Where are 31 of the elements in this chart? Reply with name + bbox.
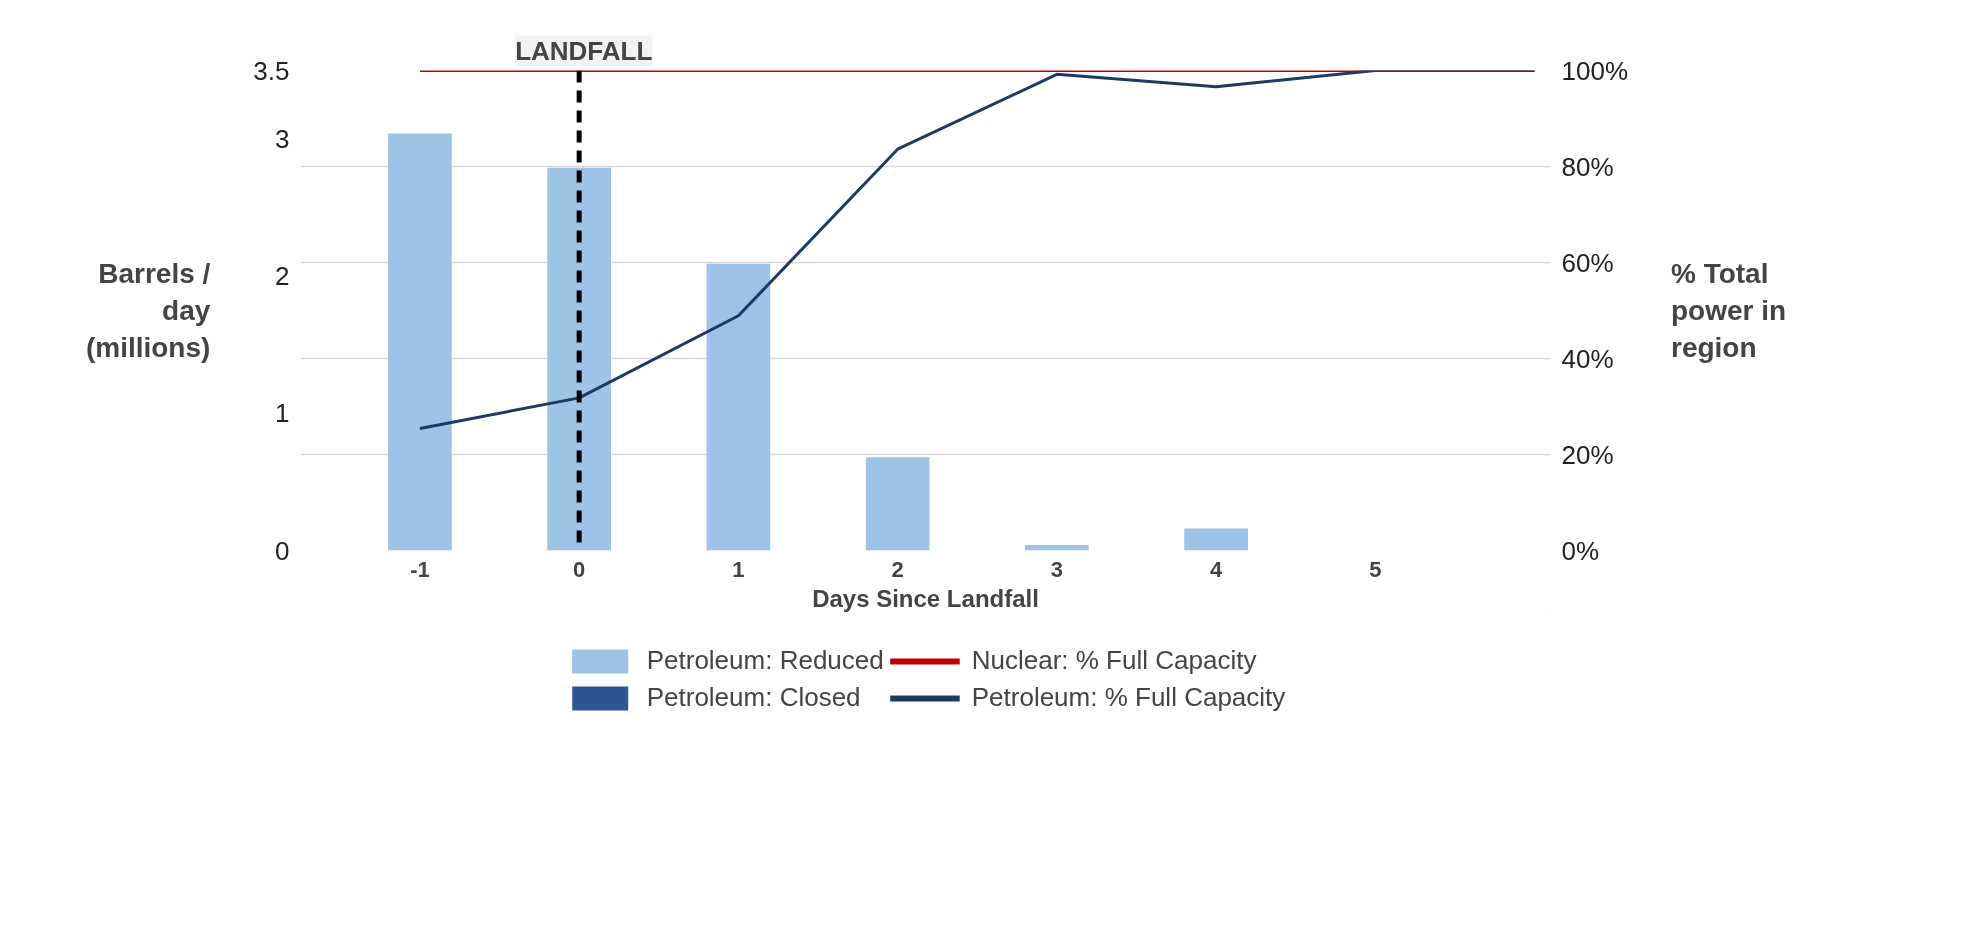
x-tick-label: -1 (410, 556, 430, 582)
y-tick-label: 2 (275, 261, 290, 292)
bar (388, 133, 452, 551)
y2-tick-label: 80% (1561, 151, 1614, 182)
y2-tick-label: 60% (1561, 247, 1614, 278)
y2-tick-label: 20% (1561, 439, 1614, 470)
y-tick-label: 1 (275, 398, 290, 429)
y2-tick-label: 100% (1561, 55, 1628, 86)
bar (865, 457, 930, 551)
y-tick-label: 3 (275, 124, 290, 155)
x-tick-label: 1 (732, 556, 745, 582)
x-tick-label: 2 (891, 556, 904, 582)
bar (1184, 528, 1248, 551)
legend-label: Petroleum: Closed (646, 682, 861, 713)
x-tick-label: 4 (1209, 556, 1223, 582)
bar (1025, 545, 1089, 551)
x-tick-label: 0 (573, 556, 586, 582)
y2-tick-label: 0% (1561, 535, 1600, 566)
bar (706, 263, 771, 551)
y2-tick-label: 40% (1561, 343, 1614, 374)
x-tick-label: 3 (1050, 556, 1063, 582)
ref-line-label: LANDFALL (515, 35, 653, 66)
y-tick-label: 3.5 (253, 55, 290, 86)
legend-label: Petroleum: Reduced (646, 645, 884, 676)
y-axis-title: Barrels / day (millions) (85, 257, 211, 364)
x-axis-title: Days Since Landfall (812, 584, 1039, 612)
legend-label: Nuclear: % Full Capacity (971, 645, 1257, 676)
x-tick-label: 5 (1369, 556, 1382, 582)
legend-label: Petroleum: % Full Capacity (971, 682, 1286, 713)
y2-axis-title: % Total power in region (1671, 257, 1787, 364)
line-series (418, 70, 1537, 431)
